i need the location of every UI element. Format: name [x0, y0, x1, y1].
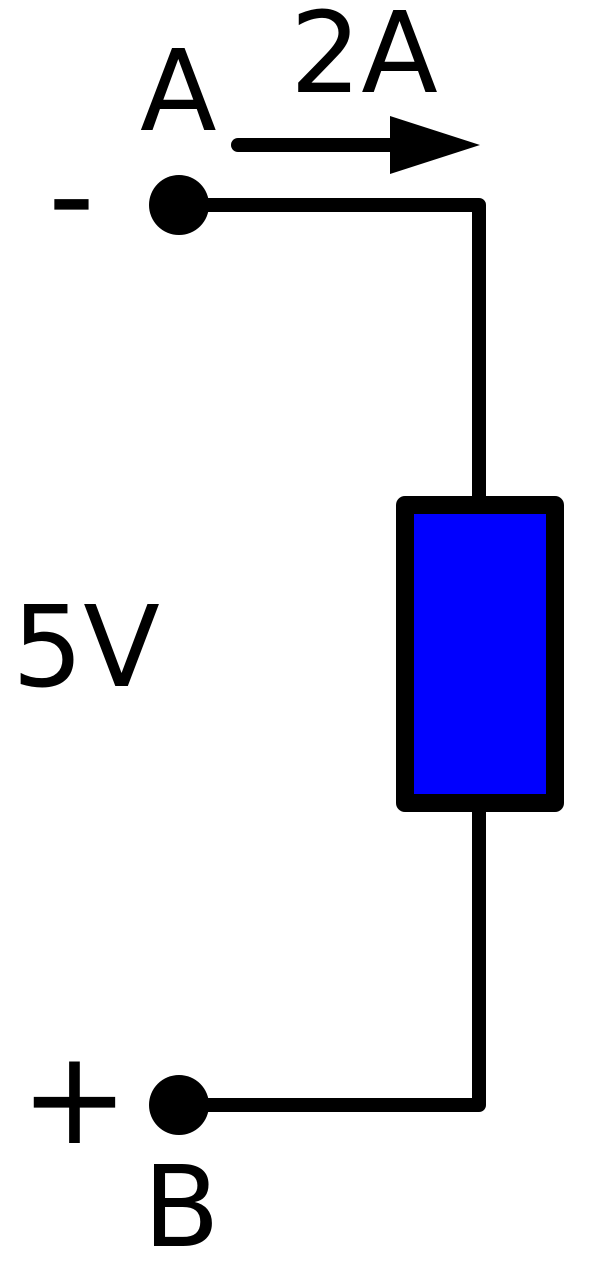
wire-top	[172, 198, 486, 512]
terminal-a-label: A	[140, 27, 217, 157]
terminal-b-polarity: +	[20, 1022, 129, 1174]
terminal-b-node	[149, 1075, 209, 1135]
wire-bottom	[172, 796, 486, 1112]
current-label: 2A	[290, 0, 438, 119]
terminal-a-polarity: -	[48, 119, 95, 271]
voltage-label: 5V	[12, 583, 160, 713]
current-arrow-head	[390, 116, 480, 174]
resistor	[396, 496, 564, 812]
current-arrow	[231, 116, 480, 174]
terminal-b-label: B	[143, 1143, 220, 1273]
